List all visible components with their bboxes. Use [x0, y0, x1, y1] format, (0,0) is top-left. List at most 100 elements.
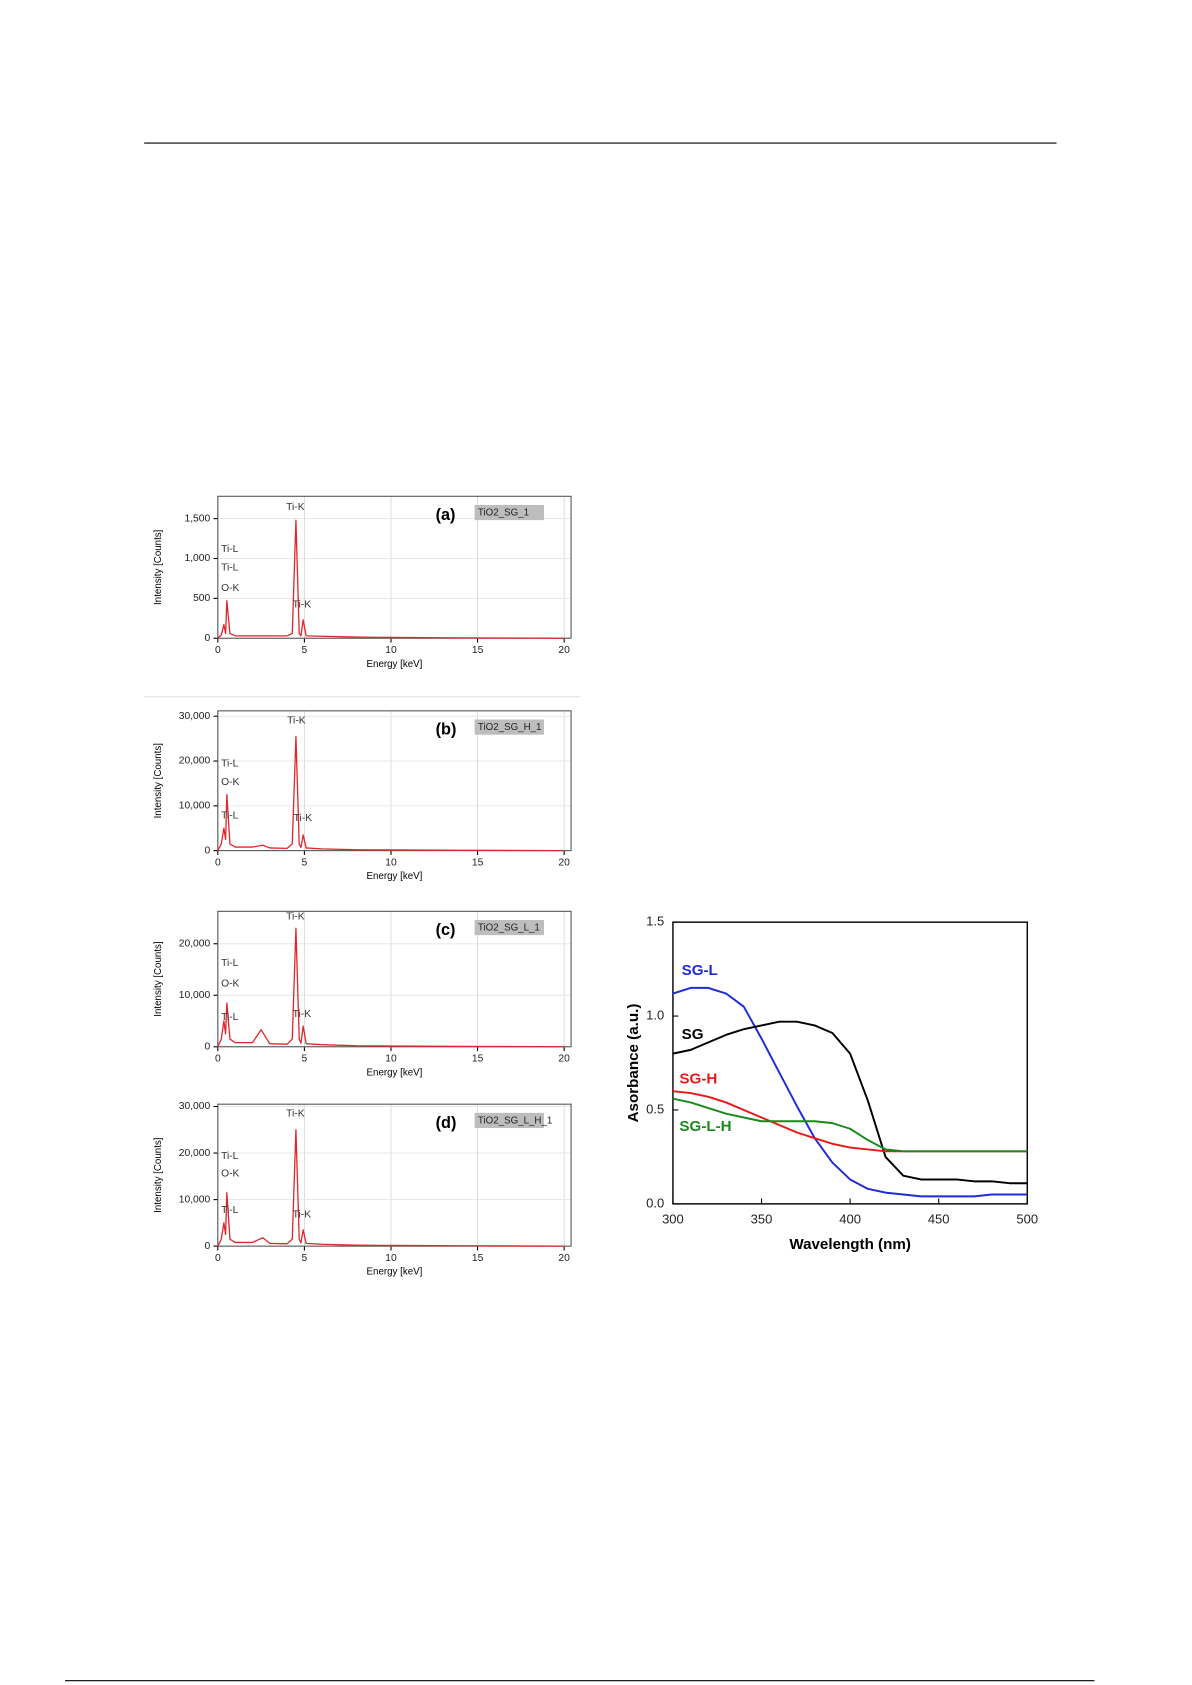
data-line	[672, 1020, 1028, 1185]
y-axis-label: Intensity [Counts]	[153, 1137, 164, 1213]
panel-label: (c)	[436, 921, 456, 939]
x-tick-label: 5	[302, 1053, 308, 1064]
plot-frame	[217, 495, 572, 639]
peak-label: Ti-K	[286, 502, 305, 513]
y-tick-label: 10,000	[179, 801, 211, 812]
legend-entry: SG-H	[679, 1070, 717, 1087]
peak-label: O-K	[221, 777, 239, 788]
sample-label: TiO2_SG_L_H_1	[478, 1116, 552, 1127]
y-tick-label: 20,000	[179, 938, 211, 949]
x-tick-label: 15	[472, 1253, 484, 1264]
peak-label: Ti-L	[221, 759, 239, 770]
x-tick-label: 400	[839, 1212, 861, 1227]
peak-label: Ti-K	[286, 911, 305, 922]
x-tick-label: 300	[662, 1212, 684, 1227]
x-tick-label: 10	[385, 1053, 397, 1064]
y-tick-label: 1,500	[185, 513, 211, 524]
peak-label: Ti-K	[294, 813, 313, 824]
x-tick-label: 0	[215, 857, 221, 868]
legend-entry: SG-L-H	[679, 1118, 731, 1135]
peak-label: Ti-L	[221, 544, 239, 555]
plot-frame	[217, 1103, 572, 1247]
peak-label: Ti-K	[287, 715, 306, 726]
y-axis-label: Intensity [Counts]	[153, 743, 164, 819]
peak-label: Ti-K	[286, 1109, 305, 1120]
x-axis-label: Energy [keV]	[367, 1267, 423, 1278]
sample-label: TiO2_SG_1	[478, 508, 529, 519]
y-tick-label: 500	[193, 593, 210, 604]
peak-label: Ti-K	[293, 599, 312, 610]
x-tick-label: 0	[215, 645, 221, 656]
sample-label: TiO2_SG_L_1	[478, 923, 540, 934]
x-tick-label: 450	[928, 1212, 950, 1227]
sample-label: TiO2_SG_H_1	[478, 722, 542, 733]
x-tick-label: 20	[558, 645, 570, 656]
x-tick-label: 10	[385, 857, 397, 868]
x-tick-label: 20	[558, 1253, 570, 1264]
peak-label: O-K	[221, 1168, 239, 1179]
peak-label: O-K	[221, 979, 239, 990]
sample-label-box	[474, 504, 544, 521]
peak-label: O-K	[221, 583, 239, 594]
y-tick-label: 10,000	[179, 1194, 211, 1205]
y-tick-label: 30,000	[179, 711, 211, 722]
sample-label-box	[474, 719, 544, 735]
sample-label-box	[474, 1112, 544, 1129]
legend-entry: SG	[682, 1026, 704, 1043]
y-tick-label: 1.0	[646, 1007, 664, 1022]
x-axis-label: Energy [keV]	[367, 659, 423, 670]
plot-frame	[217, 910, 572, 1048]
y-tick-label: 0	[205, 845, 211, 856]
y-tick-label: 0.5	[646, 1101, 664, 1116]
legend-entry: SG-L	[682, 962, 718, 979]
x-axis-label: Energy [keV]	[367, 871, 423, 882]
plot-frame	[217, 710, 572, 852]
y-tick-label: 10,000	[179, 990, 211, 1001]
y-axis-label: Intensity [Counts]	[153, 529, 164, 605]
x-tick-label: 20	[558, 857, 570, 868]
x-tick-label: 10	[385, 645, 397, 656]
x-tick-label: 15	[472, 1053, 484, 1064]
data-line	[217, 519, 565, 639]
y-axis-label: Intensity [Counts]	[153, 941, 164, 1017]
y-tick-label: 0	[205, 633, 211, 644]
x-tick-label: 500	[1016, 1212, 1038, 1227]
data-line	[217, 1129, 565, 1247]
y-tick-label: 0	[205, 1241, 211, 1252]
data-line	[217, 735, 565, 852]
y-tick-label: 20,000	[179, 756, 211, 767]
x-tick-label: 5	[302, 1253, 308, 1264]
x-axis-label: Wavelength (nm)	[789, 1236, 911, 1253]
sample-label-box	[474, 919, 544, 936]
y-tick-label: 1,000	[185, 553, 211, 564]
x-tick-label: 5	[302, 857, 308, 868]
peak-label: Ti-K	[293, 1209, 312, 1220]
plot-frame	[672, 921, 1028, 1205]
x-tick-label: 0	[215, 1253, 221, 1264]
panel-label: (a)	[436, 506, 456, 524]
x-axis-label: Energy [keV]	[367, 1067, 423, 1078]
panel-label: (b)	[436, 721, 457, 739]
x-tick-label: 15	[472, 645, 484, 656]
y-tick-label: 30,000	[179, 1101, 211, 1112]
peak-label: Ti-L	[221, 811, 239, 822]
data-line	[672, 1097, 1028, 1153]
data-line	[672, 986, 1028, 1198]
data-line	[217, 927, 565, 1048]
x-tick-label: 10	[385, 1253, 397, 1264]
y-tick-label: 0	[205, 1041, 211, 1052]
panel-label: (d)	[436, 1114, 457, 1132]
peak-label: Ti-L	[221, 1151, 239, 1162]
x-tick-label: 350	[751, 1212, 773, 1227]
peak-label: Ti-L	[221, 563, 239, 574]
x-tick-label: 5	[302, 645, 308, 656]
x-tick-label: 15	[472, 857, 484, 868]
peak-label: Ti-K	[293, 1009, 312, 1020]
peak-label: Ti-L	[221, 1012, 239, 1023]
x-tick-label: 20	[558, 1053, 570, 1064]
peak-label: Ti-L	[221, 1205, 239, 1216]
peak-label: Ti-L	[221, 958, 239, 969]
x-tick-label: 0	[215, 1053, 221, 1064]
